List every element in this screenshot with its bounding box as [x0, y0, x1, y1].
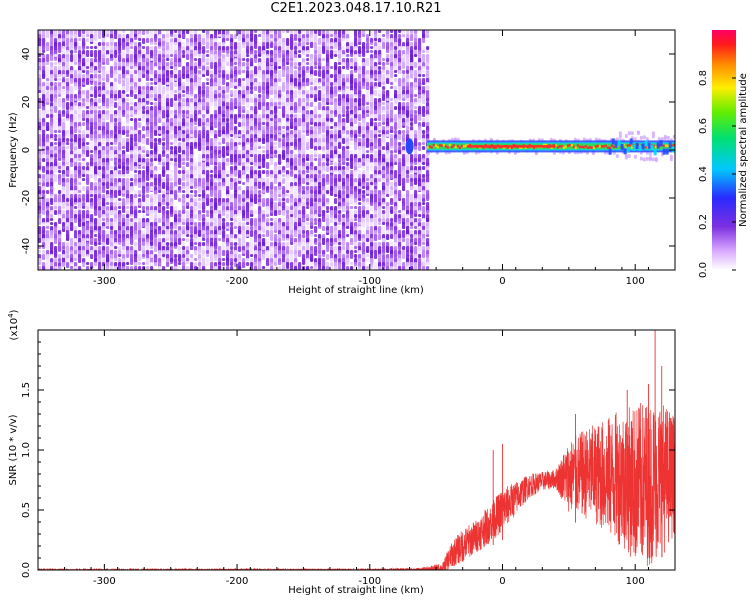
page-title: C2E1.2023.048.17.10.R21	[270, 1, 442, 16]
snr-panel: -300 -200 -100 0 100 0.0 0.5 1.0 1.5 Height of …	[7, 309, 676, 596]
spectrogram-x-tick-label: 0	[499, 276, 505, 287]
spectrogram-y-tick-label: 40	[21, 48, 32, 61]
spectrogram-x-tick-label: -200	[226, 276, 249, 287]
spectrogram-y-tick-label: -40	[21, 238, 32, 254]
spectrogram-x-tick-label: 100	[626, 276, 645, 287]
snr-x-axis-label: Height of straight line (km)	[288, 585, 424, 596]
snr-multiplier-label: (x104)	[7, 309, 20, 340]
colorbar-gradient	[712, 30, 736, 270]
snr-x-tick-label: 0	[499, 576, 505, 587]
colorbar-tick-label: 0.4	[698, 166, 709, 182]
colorbar-ticks: 0.0 0.2 0.4 0.6 0.8	[698, 70, 736, 278]
colorbar-tick-label: 0.0	[698, 262, 709, 278]
colorbar-tick-label: 0.8	[698, 70, 709, 86]
snr-y-tick-label: 1.5	[21, 382, 32, 398]
snr-frame	[37, 329, 676, 571]
spectrogram-y-tick-label: 0	[21, 147, 32, 153]
spectrogram-x-tick-label: -300	[93, 276, 116, 287]
snr-plot-area	[38, 330, 675, 570]
spectrogram-x-axis: -300 -200 -100 0 100	[37, 30, 676, 287]
signal-trace	[405, 130, 675, 163]
snr-x-tick-label: -100	[358, 576, 381, 587]
snr-y-tick-label: 0.0	[21, 562, 32, 578]
snr-x-tick-label: 100	[626, 576, 645, 587]
snr-y-axis: 0.0 0.5 1.0 1.5	[21, 341, 675, 578]
colorbar-tick-label: 0.2	[698, 214, 709, 230]
snr-x-axis: -300 -200 -100 0 100	[37, 330, 676, 587]
snr-y-axis-label: SNR (10 * v/v)	[8, 414, 19, 485]
spectrogram-y-axis: -40 -20 0 20 40	[21, 48, 675, 254]
spectrogram-plot-area	[38, 30, 675, 270]
snr-series-line	[38, 402, 675, 570]
spectrogram-y-tick-label: 20	[21, 96, 32, 109]
colorbar-label: Normalized spectral amplitude	[738, 73, 749, 227]
spectrogram-y-axis-label: Frequency (Hz)	[8, 112, 19, 188]
snr-x-tick-label: -300	[93, 576, 116, 587]
colorbar-tick-label: 0.6	[698, 118, 709, 134]
noise-field	[38, 30, 430, 270]
spectrogram-x-axis-label: Height of straight line (km)	[288, 285, 424, 296]
colorbar: 0.0 0.2 0.4 0.6 0.8 Normalized spectral ampl…	[698, 30, 749, 278]
spectrogram-y-tick-label: -20	[21, 190, 32, 206]
snr-y-tick-label: 0.5	[21, 502, 32, 518]
spectrogram-x-tick-label: -100	[358, 276, 381, 287]
snr-y-tick-label: 1.0	[21, 442, 32, 458]
snr-x-tick-label: -200	[226, 576, 249, 587]
